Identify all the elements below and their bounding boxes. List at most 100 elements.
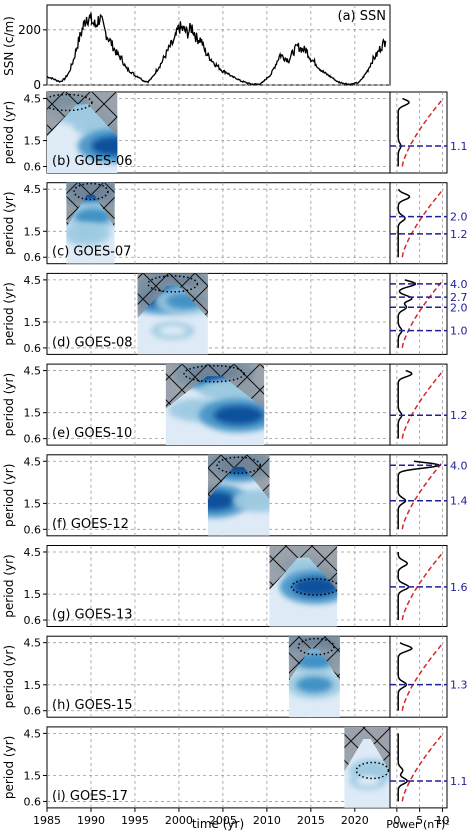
period-axis-label: period (yr) — [2, 554, 16, 617]
cone-of-influence-hatch — [288, 636, 340, 681]
goes-row-8: 4.5 1.5 0.6 period (yr) (i) GOES-17 1.1 — [2, 726, 468, 809]
period-tick-label: 4.5 — [24, 183, 42, 196]
power-tick-label: 10 — [435, 814, 449, 827]
ssn-y-tick-label: 200 — [18, 23, 41, 37]
period-tick-label: 4.5 — [24, 455, 42, 468]
wavelet-power-core — [74, 208, 111, 225]
ssn-panel-label: (a) SSN — [338, 9, 386, 24]
power-axis-label: Power (nT)² — [386, 818, 449, 831]
period-marker-label: 4.0 — [450, 459, 468, 472]
power-tick-label: 0 — [393, 814, 400, 827]
global-power-curve — [397, 642, 413, 711]
row-label: (f) GOES-12 — [52, 517, 129, 532]
period-tick-label: 4.5 — [24, 92, 42, 105]
row-label: (g) GOES-13 — [52, 608, 133, 623]
row-label: (e) GOES-10 — [52, 426, 132, 441]
significance-contour — [355, 761, 390, 780]
ssn-plot-frame — [46, 4, 391, 86]
wavelet-spectrum — [165, 364, 265, 446]
period-axis-label: period (yr) — [2, 373, 16, 436]
global-power-curve — [397, 97, 410, 167]
wavelet-power-core — [91, 136, 118, 156]
period-tick-label: 1.5 — [24, 770, 42, 783]
cone-of-influence-hatch — [344, 726, 390, 772]
period-tick-label: 1.5 — [24, 316, 42, 329]
period-axis-label: period (yr) — [2, 191, 16, 254]
period-marker-label: 1.0 — [450, 325, 468, 338]
wavelet-plot-frame — [46, 272, 391, 355]
period-tick-label: 1.5 — [24, 135, 42, 148]
significance-contour — [290, 578, 338, 596]
global-power-frame — [389, 635, 448, 718]
wavelet-power-core — [356, 775, 380, 786]
cone-of-influence-hatch — [66, 182, 115, 228]
cone-of-influence-hatch — [207, 454, 270, 500]
global-power-curve — [397, 188, 411, 258]
goes-row-5: 4.5 1.5 0.6 period (yr) (f) GOES-12 4.0 1.4 — [2, 454, 468, 536]
period-marker-label: 1.3 — [450, 679, 468, 692]
goes-row-2: 4.5 1.5 0.6 period (yr) (c) GOES-07 2.0 1.2 — [2, 182, 468, 264]
ssn-y-axis-label: SSN (c/m) — [2, 16, 16, 76]
significance-contour — [47, 93, 93, 112]
period-tick-label: 0.6 — [24, 433, 42, 446]
period-tick-label: 0.6 — [24, 795, 42, 808]
global-power-frame — [389, 363, 448, 446]
period-marker-label: 1.1 — [450, 775, 468, 788]
significance-curve — [401, 188, 444, 258]
cone-of-influence-hatch — [47, 92, 118, 137]
wavelet-spectrum — [269, 545, 338, 627]
global-power-frame — [389, 91, 448, 174]
goes-row-3: 4.5 1.5 0.6 period (yr) (d) GOES-08 4.02.72.0… — [2, 272, 468, 355]
significance-curve — [401, 642, 444, 711]
ssn-line — [46, 12, 387, 87]
row-label: (i) GOES-17 — [52, 789, 128, 804]
significance-curve — [401, 732, 444, 802]
period-marker-label: 2.0 — [450, 211, 468, 224]
time-axis: 1985 1990 1995 2000 2005 2010 2015 2020 — [33, 807, 369, 827]
significance-contour — [73, 182, 109, 201]
time-tick-label: 1990 — [77, 814, 105, 827]
period-tick-label: 1.5 — [24, 679, 42, 692]
wavelet-spectrum — [47, 92, 118, 173]
ssn-panel: 0 200 SSN (c/m) (a) SSN — [2, 4, 391, 92]
ssn-y-tick-label: 0 — [33, 78, 41, 92]
period-tick-label: 0.6 — [24, 523, 42, 536]
period-tick-label: 0.6 — [24, 251, 42, 264]
period-marker-label: 1.4 — [450, 495, 468, 508]
wavelet-power-core — [292, 577, 338, 597]
wavelet-spectrum — [207, 454, 270, 536]
global-power-frame — [389, 726, 448, 809]
significance-contour — [183, 364, 245, 383]
goes-row-7: 4.5 1.5 0.6 period (yr) (h) GOES-15 1.3 — [2, 635, 468, 718]
period-marker-label: 2.7 — [450, 291, 468, 304]
cone-of-influence-hatch — [269, 545, 338, 591]
time-axis-label: time (yr) — [192, 817, 244, 831]
period-marker-label: 2.0 — [450, 301, 468, 314]
period-marker-label: 1.1 — [450, 140, 468, 153]
time-tick-label: 2015 — [297, 814, 325, 827]
goes-row-1: 4.5 1.5 0.6 period (yr) (b) GOES-06 1.1 — [2, 91, 468, 174]
period-tick-label: 1.5 — [24, 407, 42, 420]
ssn-y-ticks: 0 200 — [18, 23, 47, 92]
period-axis-label: period (yr) — [2, 101, 16, 164]
wavelet-power-core — [242, 494, 270, 508]
row-label: (d) GOES-08 — [52, 335, 133, 350]
wavelet-spectrum — [66, 182, 115, 264]
period-tick-label: 4.5 — [24, 727, 42, 740]
time-tick-label: 1995 — [121, 814, 149, 827]
period-axis-label: period (yr) — [2, 645, 16, 708]
period-tick-label: 4.5 — [24, 546, 42, 559]
significance-contour — [297, 637, 335, 656]
global-power-curve — [397, 279, 416, 348]
cone-of-influence-hatch — [165, 364, 265, 409]
period-tick-label: 4.5 — [24, 274, 42, 287]
row-label: (b) GOES-06 — [52, 154, 133, 169]
global-power-frame — [389, 545, 448, 627]
period-axis-label: period (yr) — [2, 464, 16, 527]
significance-curve — [401, 279, 444, 349]
goes-row-6: 4.5 1.5 0.6 period (yr) (g) GOES-13 1.6 — [2, 545, 468, 627]
period-tick-label: 1.5 — [24, 497, 42, 510]
period-tick-label: 0.6 — [24, 161, 42, 174]
period-tick-label: 1.5 — [24, 588, 42, 601]
